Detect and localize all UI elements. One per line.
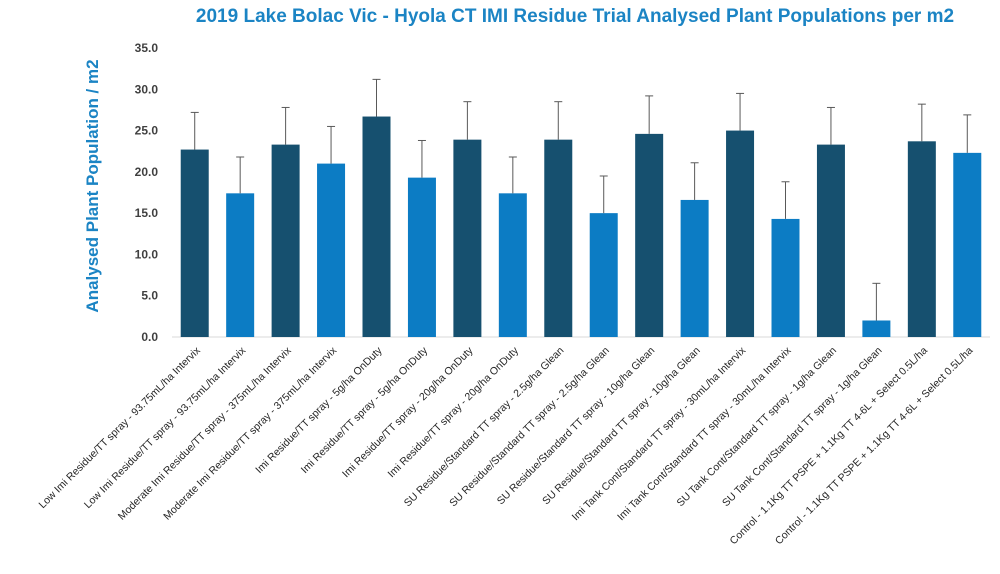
x-tick-label: SU Residue/Standard TT spray - 2.5g/ha G…: [402, 345, 567, 510]
x-tick-label: Low Imi Residue/TT spray - 93.75mL/ha In…: [82, 344, 249, 511]
x-tick-label: SU Residue/Standard TT spray - 10g/ha Gl…: [495, 345, 658, 508]
x-tick-label: SU Tank Cont/Standard TT spray - 1g/ha G…: [720, 345, 885, 510]
bar: [271, 144, 300, 337]
bar: [544, 139, 573, 337]
bar: [226, 193, 255, 337]
x-tick-label: SU Tank Cont/Standard TT spray - 1g/ha G…: [675, 345, 840, 510]
y-tick-label: 5.0: [141, 289, 158, 303]
bar: [498, 193, 527, 337]
y-tick-label: 25.0: [135, 124, 159, 138]
x-tick-label: Moderate Imi Residue/TT spray - 375mL/ha…: [161, 344, 339, 522]
bar: [771, 218, 800, 337]
x-tick-label: Imi Tank Cont/Standard TT spray - 30mL/h…: [570, 344, 749, 523]
y-tick-label: 10.0: [135, 247, 159, 261]
y-tick-label: 30.0: [135, 82, 159, 96]
x-tick-label: Imi Tank Cont/Standard TT spray - 30mL/h…: [615, 344, 794, 523]
bar: [635, 133, 664, 337]
x-tick-label: Moderate Imi Residue/TT spray - 375mL/ha…: [116, 344, 294, 522]
x-tick-label: SU Residue/Standard TT spray - 10g/ha Gl…: [540, 345, 703, 508]
y-tick-label: 0.0: [141, 330, 158, 344]
bar: [589, 213, 618, 337]
bar: [953, 152, 982, 337]
bar: [816, 144, 845, 337]
chart-title: 2019 Lake Bolac Vic - Hyola CT IMI Resid…: [195, 6, 955, 27]
y-tick-label: 20.0: [135, 165, 159, 179]
bar: [317, 163, 346, 337]
bar: [862, 320, 891, 337]
y-tick-label: 15.0: [135, 206, 159, 220]
bar: [407, 177, 436, 337]
bar: [680, 199, 709, 337]
bar: [453, 139, 482, 337]
bar: [726, 130, 755, 337]
x-tick-label: SU Residue/Standard TT spray - 2.5g/ha G…: [447, 345, 612, 510]
bar: [180, 149, 209, 337]
bar: [362, 116, 391, 337]
x-tick-label: Low Imi Residue/TT spray - 93.75mL/ha In…: [36, 344, 203, 511]
bar: [907, 141, 936, 337]
y-tick-label: 35.0: [135, 41, 159, 55]
